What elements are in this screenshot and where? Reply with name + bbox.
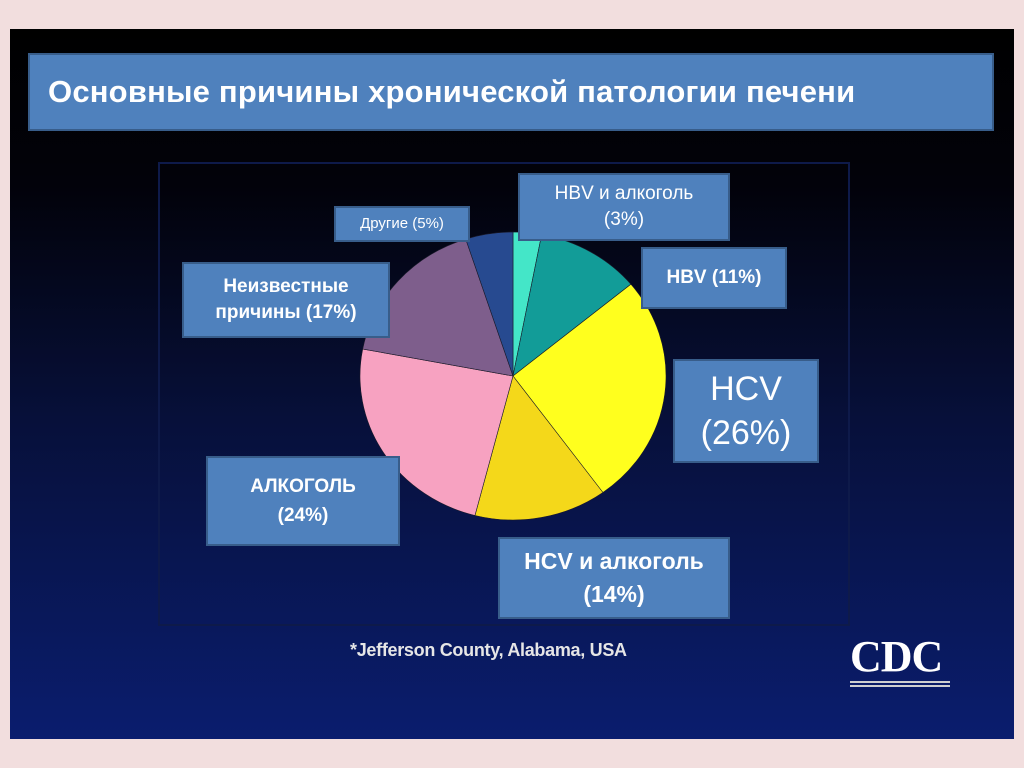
label-unknown-line-1: Неизвестные (223, 276, 349, 298)
slide: Основные причины хронической патологии п… (10, 29, 1014, 739)
title-banner: Основные причины хронической патологии п… (28, 53, 994, 131)
label-unknown-causes: Неизвестные причины (17%) (182, 262, 390, 338)
label-hbv-alcohol-line-1: HBV и алкоголь (554, 183, 694, 205)
label-hcv: HCV (26%) (673, 359, 819, 463)
label-hcv-alcohol: HCV и алкоголь (14%) (498, 537, 730, 619)
label-hcv-line-2: (26%) (700, 414, 792, 452)
label-unknown-line-2: причины (17%) (215, 302, 357, 323)
slice-hcv-alcohol (474, 375, 604, 521)
footnote: *Jefferson County, Alabama, USA (350, 640, 627, 660)
label-hbv: HBV (11%) (641, 247, 787, 309)
cdc-logo: CDC (850, 635, 960, 695)
label-hcv-alcohol-line-1: HCV и алкоголь (524, 547, 704, 574)
label-hbv-alcohol: HBV и алкоголь (3%) (518, 173, 730, 241)
label-alcohol: АЛКОГОЛЬ (24%) (206, 456, 400, 546)
label-hbv-line: HBV (11%) (666, 267, 762, 289)
slide-title: Основные причины хронической патологии п… (48, 74, 856, 109)
label-alcohol-line-2: (24%) (277, 505, 329, 526)
label-hcv-line-1: HCV (710, 369, 782, 408)
slice-alcohol (359, 348, 514, 516)
label-other-line: Другие (5%) (360, 214, 444, 232)
label-hcv-alcohol-line-2: (14%) (583, 581, 645, 607)
label-alcohol-line-1: АЛКОГОЛЬ (250, 475, 356, 497)
label-other: Другие (5%) (334, 206, 470, 242)
cdc-logo-text: CDC (850, 632, 943, 681)
chart-frame (158, 162, 850, 626)
label-hbv-alcohol-line-2: (3%) (603, 209, 645, 230)
cdc-logo-tagline-lines (850, 681, 950, 687)
